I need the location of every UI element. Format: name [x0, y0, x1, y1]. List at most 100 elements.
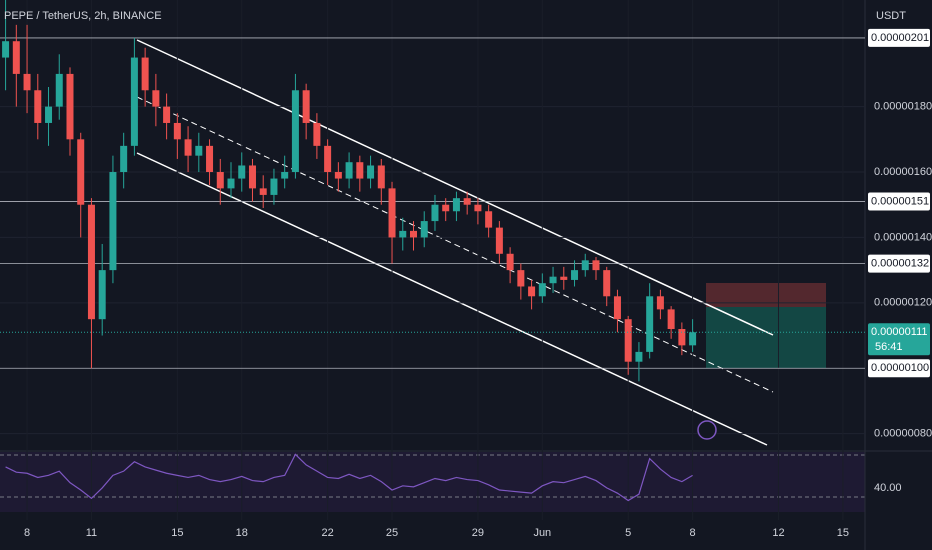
countdown: 56:41 [875, 341, 903, 353]
candle-body [528, 286, 536, 297]
candle-body [195, 145, 203, 156]
candle-body [549, 276, 557, 284]
candle-body [259, 188, 267, 195]
candle-body [560, 276, 568, 280]
x-tick-label: Jun [533, 527, 551, 539]
candle-body [538, 283, 546, 297]
x-tick-label: 25 [386, 527, 398, 539]
candle-body [399, 230, 407, 238]
candle-body [120, 145, 128, 173]
candle-body [345, 162, 353, 179]
candle-body [141, 57, 149, 91]
candle-body [66, 73, 74, 140]
rsi-tick-label: 40.00 [874, 482, 902, 494]
candle-body [281, 172, 289, 179]
x-tick-label: 15 [837, 527, 849, 539]
x-tick-label: 8 [690, 527, 696, 539]
candle-body [302, 90, 310, 123]
candle-body [409, 230, 417, 238]
alert-icon[interactable] [697, 420, 717, 440]
candle-body [431, 204, 439, 222]
candle-body [420, 221, 428, 238]
candle-body [291, 90, 299, 173]
last-price-box [868, 323, 930, 356]
channel-upper[interactable] [136, 39, 774, 336]
candle-body [12, 41, 20, 74]
price-label: 0.00000151 [871, 195, 929, 207]
candle-body [227, 178, 235, 189]
x-tick-label: 22 [321, 527, 333, 539]
candle-body [248, 165, 256, 189]
candle-body [667, 309, 675, 329]
candle-body [624, 319, 632, 362]
currency: USDT [876, 10, 906, 22]
candle-body [506, 253, 514, 271]
candle-body [2, 41, 10, 58]
candle-body [356, 162, 364, 179]
candle-body [463, 198, 471, 205]
candle-body [130, 57, 138, 146]
candle-body [571, 270, 579, 280]
y-tick-label: 0.00000080 [874, 428, 932, 440]
candle-body [152, 90, 160, 107]
x-tick-label: 8 [24, 527, 30, 539]
candle-body [238, 165, 246, 179]
candle-body [313, 122, 321, 146]
candle-body [388, 188, 396, 238]
candle-body [592, 260, 600, 271]
price-label: 0.00000201 [871, 32, 929, 44]
candle-body [270, 178, 278, 195]
candle-body [23, 73, 31, 91]
candle-body [377, 165, 385, 189]
candle-body [87, 204, 95, 320]
x-tick-label: 15 [171, 527, 183, 539]
candle-body [184, 139, 192, 156]
candle-body [603, 270, 611, 297]
stop-zone[interactable] [706, 283, 826, 307]
y-tick-label: 0.00000120 [874, 297, 932, 309]
candle-body [635, 351, 643, 362]
candle-body [109, 172, 117, 271]
candle-body [216, 172, 224, 189]
candle-body [656, 296, 664, 310]
y-tick-label: 0.00000180 [874, 101, 932, 113]
x-tick-label: 29 [472, 527, 484, 539]
candle-body [474, 204, 482, 212]
candle-body [367, 165, 375, 179]
candle-body [646, 296, 654, 352]
price-label: 0.00000100 [871, 362, 929, 374]
candle-body [98, 270, 106, 320]
candle-body [689, 332, 697, 346]
candle-body [324, 145, 332, 173]
x-tick-label: 5 [625, 527, 631, 539]
price-label-box [868, 28, 930, 47]
candle-body [495, 227, 503, 254]
candle-body [613, 296, 621, 320]
rsi-pane [0, 452, 865, 512]
candle-body [485, 211, 493, 228]
candle-body [77, 139, 85, 205]
price-label: 0.00000132 [871, 257, 929, 269]
candle-body [173, 122, 181, 140]
candle-body [55, 73, 63, 107]
y-tick-label: 0.00000160 [874, 166, 932, 178]
candle-body [452, 198, 460, 212]
target-zone[interactable] [706, 307, 826, 368]
candle-body [206, 145, 214, 173]
price-label-box [868, 192, 930, 211]
last-price-label: 0.00000111 [871, 326, 927, 338]
x-tick-label: 18 [236, 527, 248, 539]
x-tick-label: 12 [772, 527, 784, 539]
candle-body [442, 204, 450, 212]
x-tick-label: 11 [86, 527, 97, 539]
candle-body [581, 260, 589, 271]
price-label-box [868, 359, 930, 378]
rsi-line [5, 453, 693, 502]
candle-body [45, 106, 53, 123]
price-label-box [868, 254, 930, 273]
channel-mid[interactable] [136, 96, 774, 393]
candle-body [517, 270, 525, 287]
y-tick-label: 0.00000140 [874, 231, 932, 243]
